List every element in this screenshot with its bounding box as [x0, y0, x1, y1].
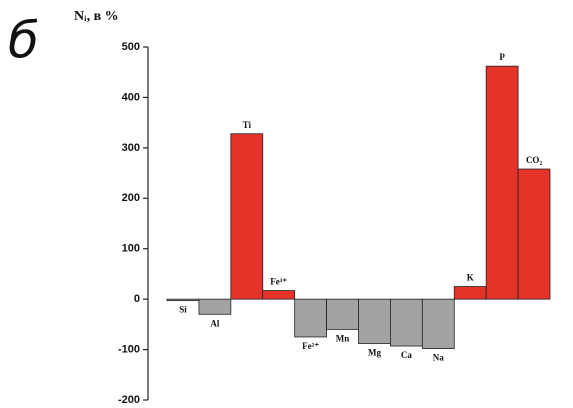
bar [390, 298, 423, 347]
bar-label: Mg [368, 348, 381, 358]
bar [421, 298, 455, 349]
y-tick-label: -100 [118, 343, 140, 355]
bar [485, 65, 519, 300]
bar-label: Al [210, 318, 219, 328]
bar-label: Mn [336, 333, 350, 343]
bar [358, 298, 391, 344]
bar [294, 298, 327, 338]
bar [326, 298, 359, 330]
bar-label: Ti [243, 120, 252, 130]
bar-label: Si [179, 305, 187, 315]
y-tick-label: 200 [122, 192, 140, 204]
y-tick-label: 100 [122, 243, 140, 255]
y-tick-label: -200 [118, 394, 140, 406]
y-tick-label: 300 [122, 142, 140, 154]
bar-label: Na [433, 353, 444, 363]
bar [166, 298, 200, 302]
panel-label: б [8, 12, 39, 70]
y-tick-label: 0 [134, 293, 140, 305]
bar-label: Ca [401, 350, 412, 360]
y-axis-title: Nᵢ, в % [74, 9, 119, 24]
bar [517, 168, 551, 300]
bar [198, 298, 232, 315]
bar-label: CO₂ [526, 155, 543, 165]
bar-label: K [467, 273, 474, 283]
y-tick-label: 500 [122, 41, 140, 53]
bar-label: Fe³⁺ [270, 277, 287, 287]
bar [453, 286, 487, 300]
bar-label: P [499, 52, 505, 62]
bar [230, 133, 264, 300]
y-tick-label: 400 [122, 91, 140, 103]
bar-label: Fe²⁺ [302, 341, 319, 351]
bar [262, 290, 296, 300]
